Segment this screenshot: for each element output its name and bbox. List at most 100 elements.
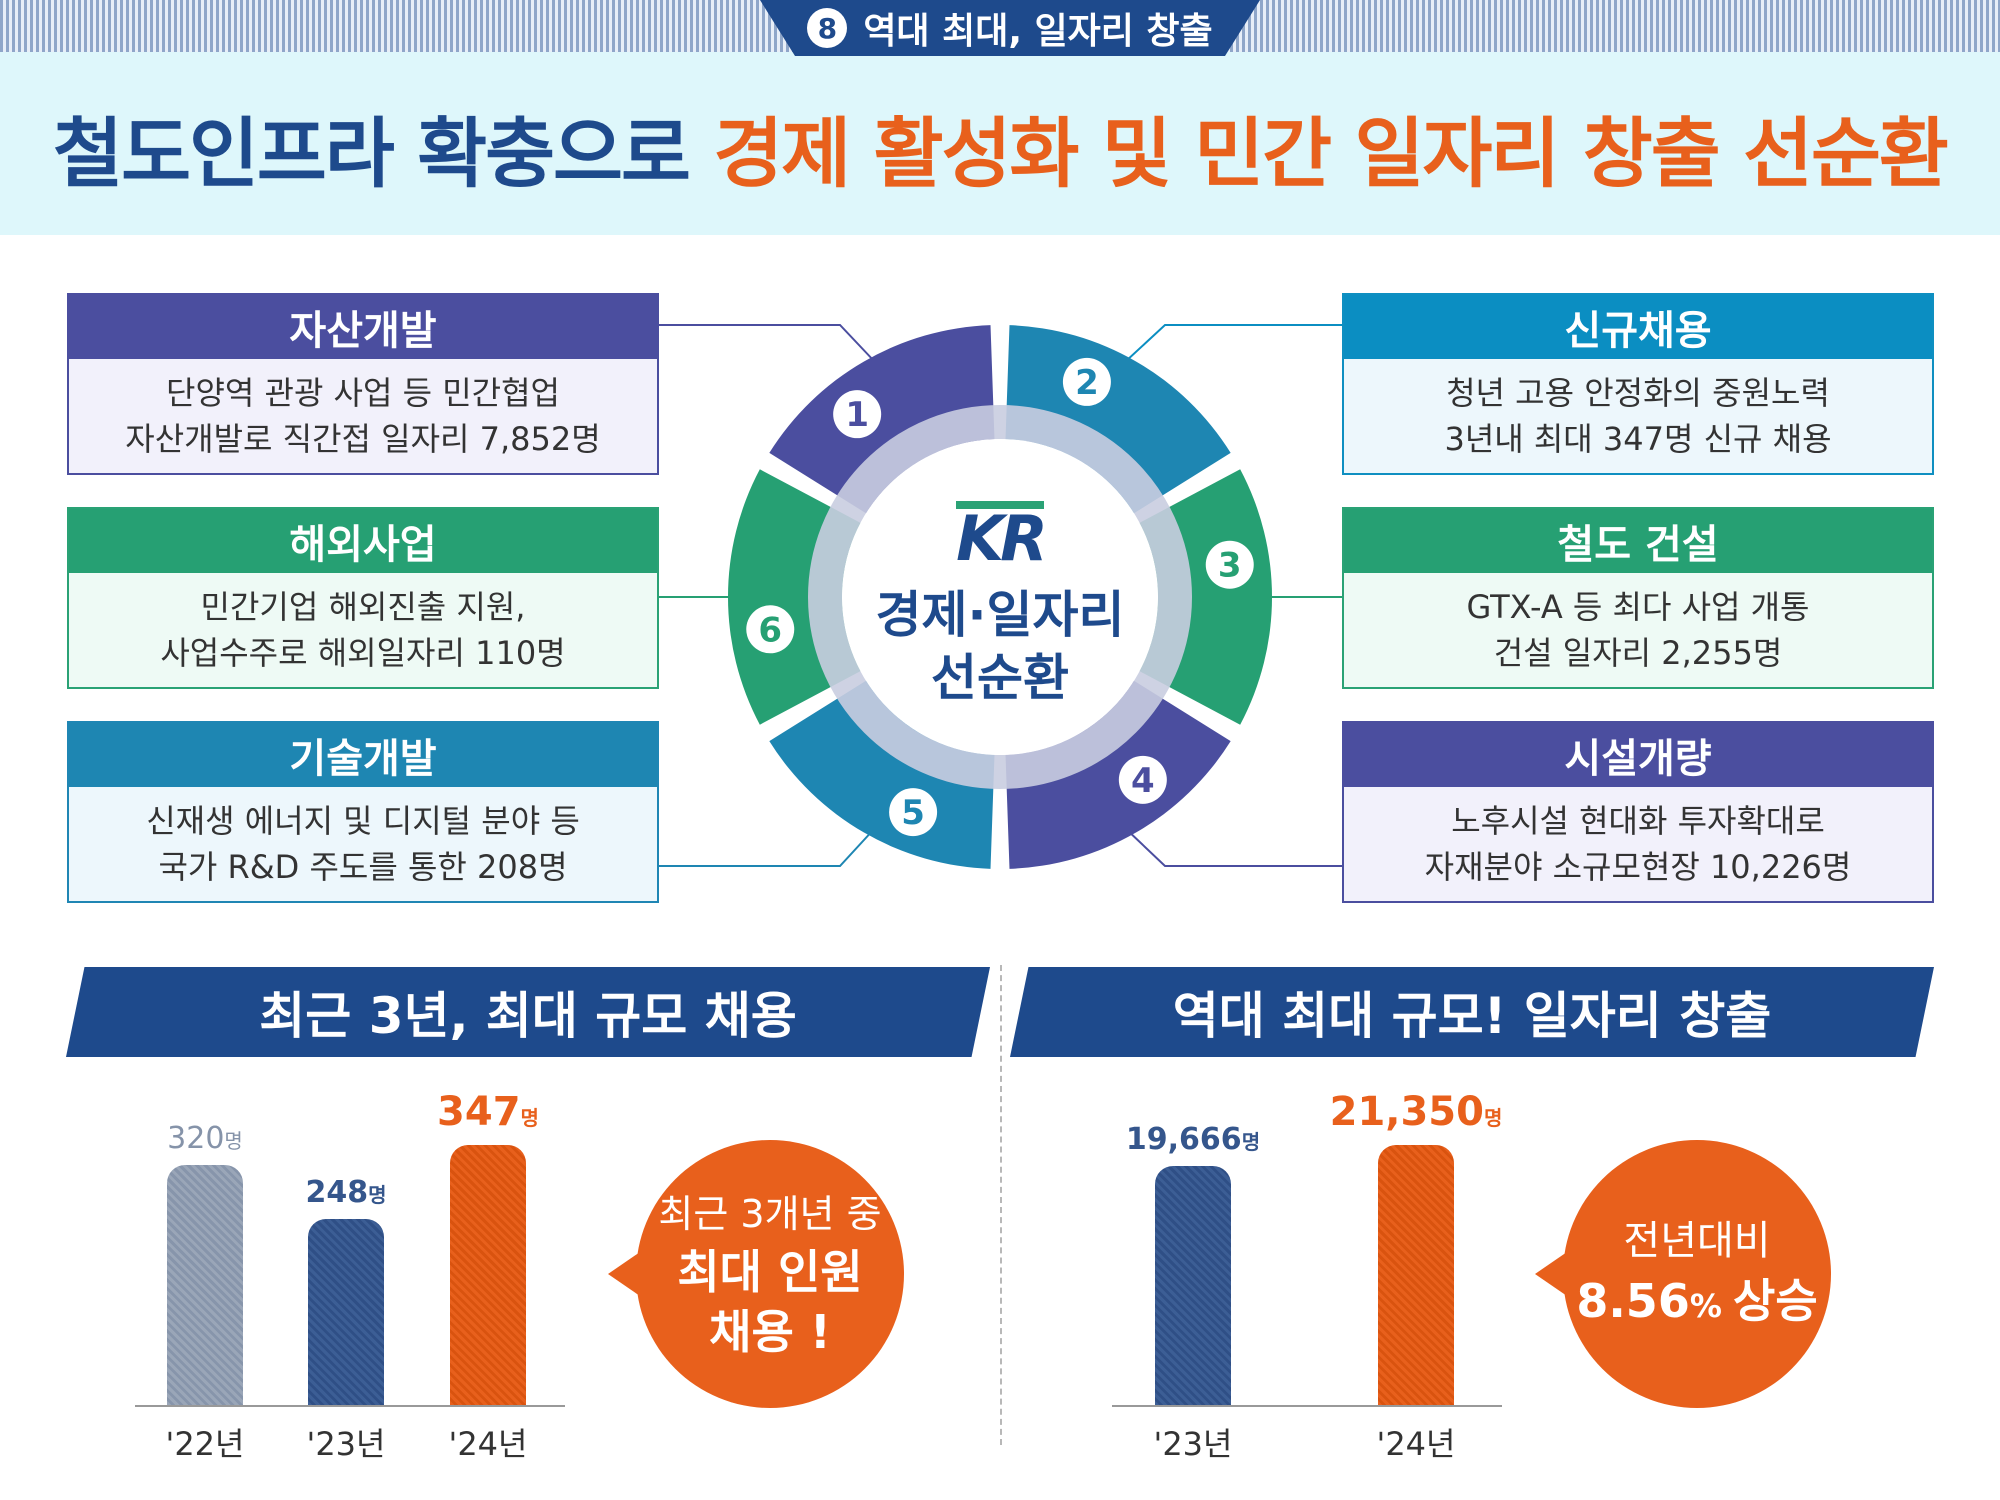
card-facility-body: 노후시설 현대화 투자확대로 자재분야 소규모현장 10,226명 — [1344, 787, 1932, 901]
card-hiring-title: 신규채용 — [1344, 295, 1932, 359]
section-divider — [1000, 965, 1002, 1445]
right-callout-percent-sign: % — [1689, 1286, 1734, 1325]
page-title-part2: 경제 활성화 및 민간 일자리 창출 선순환 — [713, 109, 1948, 198]
page-title: 철도인프라 확충으로 경제 활성화 및 민간 일자리 창출 선순환 — [0, 92, 2000, 202]
segment-number-1: 1 — [845, 395, 869, 435]
right-callout-line2: 8.56% 상승 — [1576, 1270, 1817, 1337]
card-construction-title: 철도 건설 — [1344, 509, 1932, 573]
center-title-line1: 경제·일자리 — [875, 586, 1125, 644]
card-railway-construction: 철도 건설 GTX-A 등 최다 사업 개통 건설 일자리 2,255명 — [1342, 507, 1934, 689]
chart-baseline — [1112, 1405, 1502, 1407]
bar-2 — [308, 1219, 384, 1405]
section-tab-label: 역대 최대, 일자리 창출 — [863, 11, 1213, 52]
card-construction-line2: 건설 일자리 2,255명 — [1493, 634, 1783, 672]
bar-value: 320 — [167, 1121, 225, 1157]
card-construction-body: GTX-A 등 최다 사업 개통 건설 일자리 2,255명 — [1344, 573, 1932, 687]
right-section-title: 역대 최대 규모! 일자리 창출 — [1172, 987, 1772, 1045]
card-asset-line1: 단양역 관광 사업 등 민간협업 — [166, 374, 560, 412]
right-callout-percent: 8.56 — [1576, 1273, 1690, 1328]
bar-value-unit: 명 — [520, 1106, 539, 1130]
segment-number-5: 5 — [901, 793, 925, 833]
segment-number-4: 4 — [1131, 761, 1155, 801]
x-axis-label-1: '22년 — [165, 1425, 245, 1463]
left-callout-bubble: 최근 3개년 중 최대 인원 채용 ! — [608, 1140, 904, 1408]
connector-line-2 — [1124, 324, 1342, 363]
bar-3 — [450, 1145, 526, 1405]
card-facility-improvement: 시설개량 노후시설 현대화 투자확대로 자재분야 소규모현장 10,226명 — [1342, 721, 1934, 903]
left-section-header: 최근 3년, 최대 규모 채용 — [66, 967, 990, 1057]
card-tech-line2: 국가 R&D 주도를 통한 208명 — [158, 848, 568, 886]
card-hiring-line1: 청년 고용 안정화의 중원노력 — [1446, 374, 1830, 412]
bar-value-unit: 명 — [1241, 1129, 1261, 1154]
card-tech-line1: 신재생 에너지 및 디지털 분야 등 — [146, 802, 580, 840]
card-hiring-body: 청년 고용 안정화의 중원노력 3년내 최대 347명 신규 채용 — [1344, 359, 1932, 473]
card-tech-body: 신재생 에너지 및 디지털 분야 등 국가 R&D 주도를 통한 208명 — [69, 787, 657, 901]
chart-baseline — [135, 1405, 565, 1407]
section-number: 8 — [807, 8, 848, 48]
card-facility-title: 시설개량 — [1344, 723, 1932, 787]
bar-value-label-2: 248명 — [246, 1175, 446, 1210]
inner-ring — [808, 405, 1192, 789]
bar-2 — [1378, 1145, 1454, 1405]
bar-value: 19,666 — [1125, 1121, 1242, 1157]
bar-value: 21,350 — [1329, 1089, 1484, 1135]
cycle-segment-2 — [1005, 325, 1231, 514]
card-new-hiring: 신규채용 청년 고용 안정화의 중원노력 3년내 최대 347명 신규 채용 — [1342, 293, 1934, 475]
center-logo: KR — [940, 500, 1060, 570]
left-section-title: 최근 3년, 최대 규모 채용 — [259, 987, 797, 1045]
bar-value-label-3: 347명 — [388, 1089, 588, 1135]
right-callout-rise: 상승 — [1733, 1273, 1818, 1328]
x-axis-label-1: '23년 — [1153, 1425, 1233, 1463]
card-asset-line2: 자산개발로 직간접 일자리 7,852명 — [125, 420, 601, 458]
card-construction-line1: GTX-A 등 최다 사업 개통 — [1466, 588, 1810, 626]
section-tab: 8 역대 최대, 일자리 창출 — [760, 0, 1260, 56]
card-asset-body: 단양역 관광 사업 등 민간협업 자산개발로 직간접 일자리 7,852명 — [69, 359, 657, 473]
card-overseas-body: 민간기업 해외진출 지원, 사업수주로 해외일자리 110명 — [69, 573, 657, 687]
card-tech-development: 기술개발 신재생 에너지 및 디지털 분야 등 국가 R&D 주도를 통한 20… — [67, 721, 659, 903]
cycle-segment-5 — [769, 680, 995, 869]
segment-number-3: 3 — [1218, 546, 1242, 586]
connector-line-1 — [658, 324, 876, 363]
bar-value-unit: 명 — [224, 1129, 243, 1154]
card-hiring-line2: 3년내 최대 347명 신규 채용 — [1444, 420, 1832, 458]
left-callout-line2: 최대 인원 — [677, 1245, 863, 1299]
card-overseas: 해외사업 민간기업 해외진출 지원, 사업수주로 해외일자리 110명 — [67, 507, 659, 689]
card-facility-line2: 자재분야 소규모현장 10,226명 — [1424, 848, 1852, 886]
segment-number-badge-4 — [1118, 755, 1167, 804]
center-title-line2: 선순환 — [931, 649, 1069, 707]
bar-value-label-1: 320명 — [105, 1121, 305, 1156]
segment-number-badge-5 — [889, 788, 938, 837]
left-section-bar — [66, 967, 990, 1057]
center-disc — [842, 439, 1158, 755]
segment-number-badge-2 — [1062, 357, 1111, 406]
cycle-segment-4 — [1005, 680, 1231, 869]
left-callout-line1: 최근 3개년 중 — [658, 1192, 882, 1236]
x-axis-label-2: '23년 — [306, 1425, 386, 1463]
left-callout-line3: 채용 ! — [709, 1305, 831, 1359]
segment-number-2: 2 — [1075, 363, 1099, 403]
card-overseas-line1: 민간기업 해외진출 지원, — [200, 588, 526, 626]
segment-number-badge-1 — [833, 390, 882, 439]
x-axis-label-3: '24년 — [448, 1425, 528, 1463]
bar-value: 347 — [437, 1089, 521, 1135]
right-section-header: 역대 최대 규모! 일자리 창출 — [1010, 967, 1934, 1057]
connector-line-4 — [1124, 827, 1342, 867]
card-asset-title: 자산개발 — [69, 295, 657, 359]
bar-value-label-1: 19,666명 — [1093, 1122, 1293, 1157]
bar-1 — [1155, 1165, 1231, 1405]
right-callout-line1: 전년대비 — [1623, 1217, 1771, 1264]
right-section-bar — [1010, 967, 1934, 1057]
card-overseas-line2: 사업수주로 해외일자리 110명 — [160, 634, 566, 672]
bar-value-label-2: 21,350명 — [1316, 1089, 1516, 1135]
cycle-diagram: 1 2 3 4 5 6 — [658, 324, 1342, 869]
cycle-segment-1 — [769, 325, 995, 514]
bar-value: 248 — [305, 1175, 369, 1211]
right-callout-bubble: 전년대비 8.56% 상승 — [1535, 1140, 1831, 1408]
x-axis-label-2: '24년 — [1376, 1425, 1456, 1463]
bar-value-unit: 명 — [368, 1183, 387, 1208]
kr-logo-text: KR — [956, 501, 1048, 575]
connector-line-5 — [658, 827, 876, 867]
segment-number-6: 6 — [758, 610, 782, 650]
card-asset-development: 자산개발 단양역 관광 사업 등 민간협업 자산개발로 직간접 일자리 7,85… — [67, 293, 659, 475]
bar-value-unit: 명 — [1483, 1106, 1503, 1130]
